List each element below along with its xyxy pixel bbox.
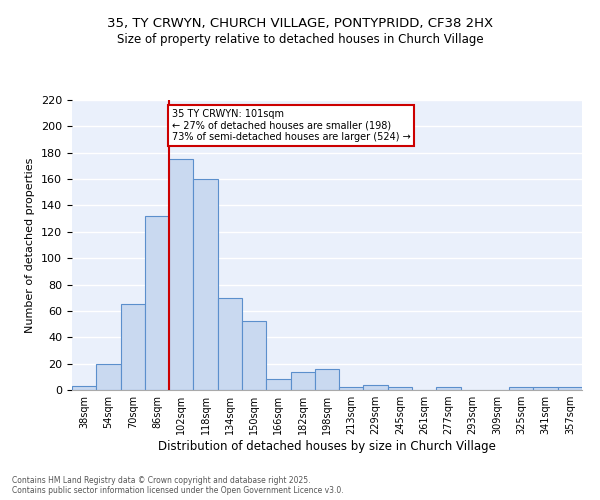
Bar (364, 384, 388, 390)
Bar (315, 369, 339, 390)
Bar (388, 388, 412, 390)
Bar (533, 388, 558, 390)
Bar (242, 322, 266, 390)
Bar (339, 388, 364, 390)
Text: Contains HM Land Registry data © Crown copyright and database right 2025.
Contai: Contains HM Land Registry data © Crown c… (12, 476, 344, 495)
Text: 35 TY CRWYN: 101sqm
← 27% of detached houses are smaller (198)
73% of semi-detac: 35 TY CRWYN: 101sqm ← 27% of detached ho… (172, 109, 410, 142)
Bar (218, 298, 242, 390)
Bar (558, 388, 582, 390)
Bar (509, 388, 533, 390)
Bar (121, 304, 145, 390)
Text: Size of property relative to detached houses in Church Village: Size of property relative to detached ho… (116, 32, 484, 46)
Bar (436, 388, 461, 390)
Bar (72, 386, 96, 390)
Bar (266, 380, 290, 390)
Bar (169, 160, 193, 390)
Bar (145, 216, 169, 390)
Bar (290, 372, 315, 390)
X-axis label: Distribution of detached houses by size in Church Village: Distribution of detached houses by size … (158, 440, 496, 453)
Text: 35, TY CRWYN, CHURCH VILLAGE, PONTYPRIDD, CF38 2HX: 35, TY CRWYN, CHURCH VILLAGE, PONTYPRIDD… (107, 18, 493, 30)
Bar (193, 179, 218, 390)
Bar (96, 364, 121, 390)
Y-axis label: Number of detached properties: Number of detached properties (25, 158, 35, 332)
